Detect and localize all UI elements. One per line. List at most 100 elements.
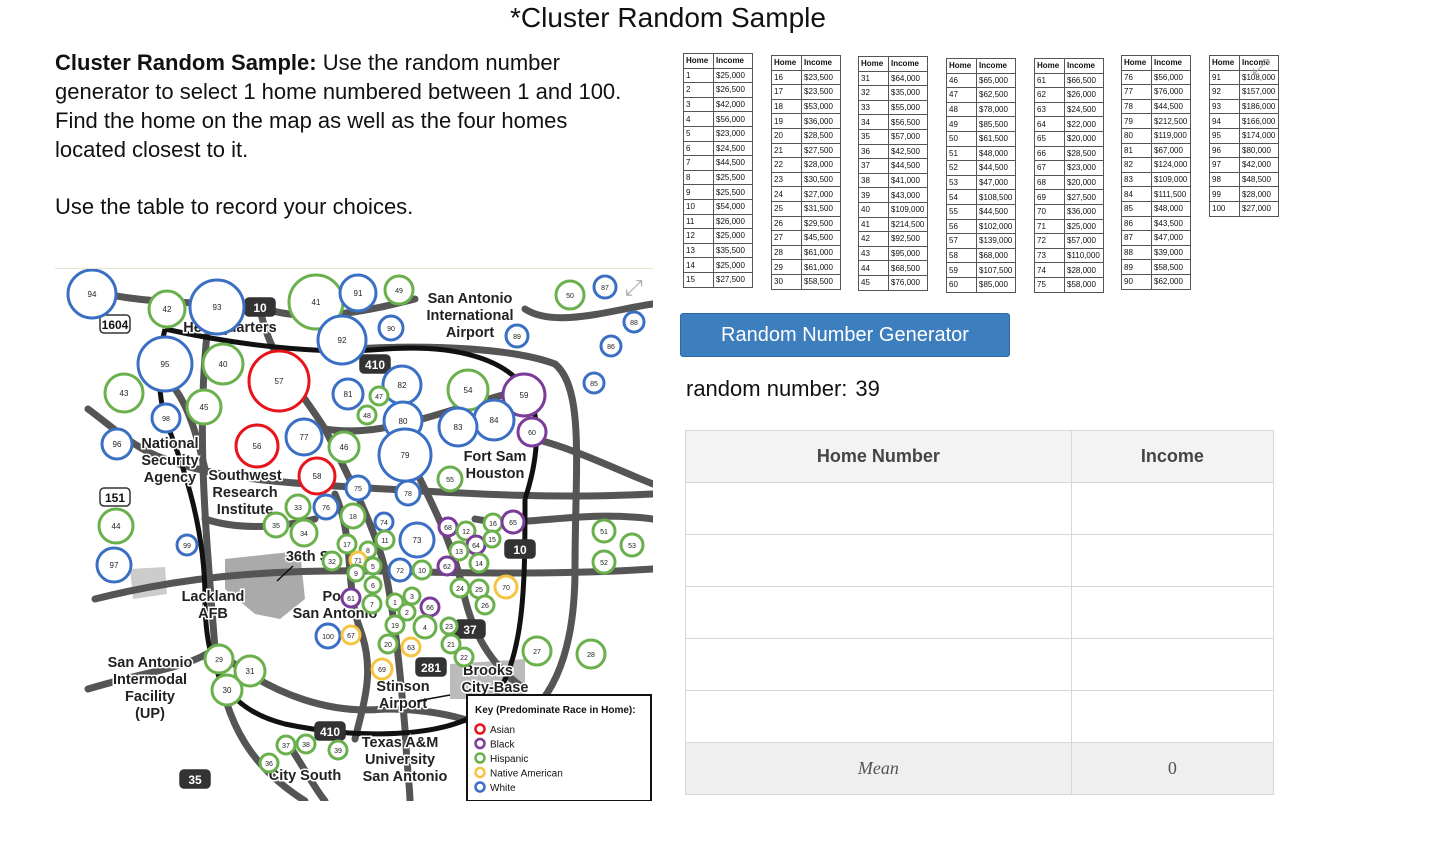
home-number-cell[interactable] [685, 586, 1072, 639]
tables-expand-icon[interactable]: ⤢ [1252, 54, 1270, 79]
home-marker [312, 493, 340, 521]
income-row: 84 $111,500 [1121, 186, 1191, 202]
income-row: 51 $48,000 [946, 145, 1016, 162]
home-marker [374, 529, 396, 551]
home-marker [234, 423, 280, 469]
map-label-intermodal-2: Intermodal [113, 672, 187, 688]
income-row: 64 $22,000 [1034, 116, 1104, 132]
home-marker [147, 289, 187, 329]
header-home-number: Home Number [685, 430, 1072, 483]
income-cell[interactable] [1070, 690, 1275, 743]
record-row[interactable] [685, 482, 1275, 535]
home-marker [437, 406, 479, 448]
home-number: 71 [354, 558, 362, 565]
home-id: 15 [683, 271, 714, 288]
home-number: 85 [590, 381, 598, 388]
home-number-cell[interactable] [685, 534, 1072, 587]
map-label-stinson-2: Airport [379, 696, 428, 712]
record-row[interactable] [685, 638, 1275, 691]
home-income: $23,500 [801, 69, 841, 86]
home-marker [297, 456, 337, 496]
home-income: $48,500 [1239, 171, 1279, 188]
income-row: 54 $108,500 [946, 189, 1016, 205]
home-number: 92 [338, 336, 347, 345]
home-income: $166,000 [1239, 113, 1279, 129]
home-marker [284, 493, 312, 521]
brooks-area [450, 659, 525, 699]
map-label-nsa-2: Security [141, 453, 198, 469]
home-number: 90 [387, 326, 395, 333]
home-number: 37 [282, 743, 290, 750]
income-cell[interactable] [1070, 482, 1275, 535]
map-label-tamu-1: Texas A&M [362, 735, 439, 751]
home-id: 45 [858, 274, 889, 291]
home-marker [377, 633, 399, 655]
home-number: 50 [566, 293, 574, 300]
income-cell[interactable] [1070, 638, 1275, 691]
highway-number: 151 [105, 491, 125, 505]
home-id: 82 [1121, 157, 1152, 173]
home-id: 97 [1209, 157, 1240, 173]
home-id: 86 [1121, 215, 1152, 232]
home-id: 39 [858, 187, 889, 203]
home-marker [370, 657, 394, 681]
home-id: 83 [1121, 171, 1152, 188]
highway-shield [415, 657, 447, 677]
income-table-header: Home Income [771, 55, 841, 71]
home-id: 46 [946, 72, 977, 89]
home-number: 62 [443, 564, 451, 571]
home-number: 51 [600, 529, 608, 536]
home-id: 71 [1034, 218, 1065, 235]
record-row[interactable] [685, 586, 1275, 639]
home-number: 29 [215, 657, 223, 664]
home-id: 42 [858, 231, 889, 247]
random-number-generator-button[interactable]: Random Number Generator [680, 313, 1010, 357]
home-marker [504, 323, 530, 349]
income-row: 61 $66,500 [1034, 72, 1104, 89]
income-row: 7 $44,500 [683, 155, 753, 171]
home-marker [592, 274, 618, 300]
income-row: 13 $35,500 [683, 242, 753, 259]
income-row: 37 $44,500 [858, 158, 928, 174]
home-income: $119,000 [1151, 127, 1191, 144]
map-label-sa-airport-3: Airport [446, 325, 495, 341]
home-number-cell[interactable] [685, 482, 1072, 535]
home-marker [394, 479, 422, 507]
map-label-stinson-1: Stinson [376, 679, 429, 695]
income-row: 85 $48,000 [1121, 200, 1191, 217]
map-key-label: Native American [490, 769, 563, 780]
income-cell[interactable] [1070, 586, 1275, 639]
home-number-cell[interactable] [685, 638, 1072, 691]
home-marker [295, 733, 317, 755]
income-row: 48 $78,000 [946, 101, 1016, 118]
map-expand-icon[interactable]: ⤢ [625, 275, 643, 300]
home-id: 3 [683, 96, 714, 113]
home-number: 21 [447, 642, 455, 649]
home-income: $20,000 [1064, 174, 1104, 191]
home-marker [95, 546, 133, 584]
record-row[interactable] [685, 690, 1275, 743]
home-income: $24,500 [1064, 101, 1104, 118]
income-row: 78 $44,500 [1121, 98, 1191, 115]
home-id: 96 [1209, 142, 1240, 159]
income-row: 55 $44,500 [946, 203, 1016, 220]
home-id: 14 [683, 257, 714, 273]
home-map[interactable]: 1604 10 410 151 10 37 281 410 35 San Antonio Inter… [55, 268, 653, 801]
income-cell[interactable] [1070, 534, 1275, 587]
header-home: Home [946, 58, 977, 74]
highway-number: 10 [253, 301, 267, 315]
map-label-nsa-3: Agency [144, 470, 196, 486]
map-label-port-2: San Antonio [293, 606, 378, 622]
home-income: $57,000 [1064, 233, 1104, 249]
home-id: 27 [771, 230, 802, 246]
record-row[interactable] [685, 534, 1275, 587]
home-income: $109,000 [1151, 171, 1191, 188]
income-row: 59 $107,500 [946, 262, 1016, 278]
home-marker [233, 654, 267, 688]
home-number-cell[interactable] [685, 690, 1072, 743]
highway-shield [99, 487, 131, 507]
home-number: 70 [502, 585, 510, 592]
home-number: 31 [246, 667, 255, 676]
home-number: 99 [183, 543, 191, 550]
home-id: 55 [946, 203, 977, 220]
